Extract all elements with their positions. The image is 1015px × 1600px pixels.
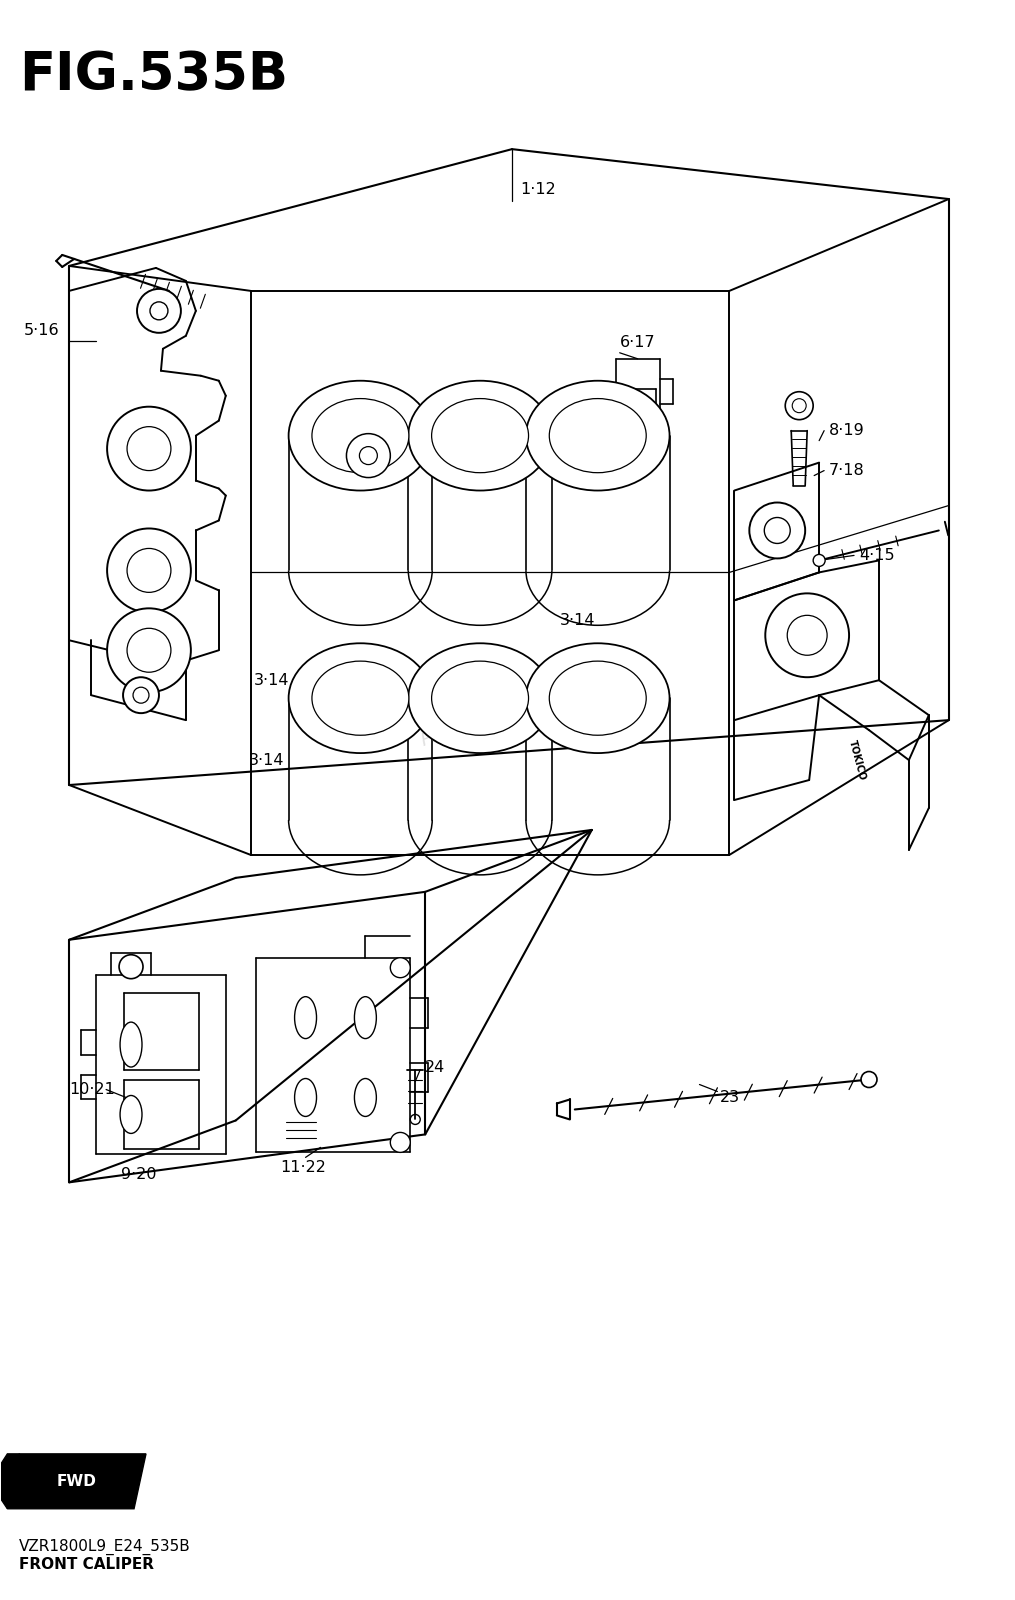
Text: FWD: FWD [56,1474,96,1490]
Ellipse shape [549,661,647,736]
Ellipse shape [120,1096,142,1133]
Circle shape [150,302,167,320]
Text: 4·15: 4·15 [859,547,894,563]
Text: FIG.535B: FIG.535B [19,50,288,101]
Text: 5·16: 5·16 [23,323,59,338]
Circle shape [391,958,410,978]
Ellipse shape [354,1078,377,1117]
Text: 6·17: 6·17 [620,336,656,350]
Ellipse shape [408,643,552,754]
Text: 1·12: 1·12 [520,181,556,197]
Circle shape [765,594,850,677]
Text: FRONT CALIPER: FRONT CALIPER [19,1557,154,1571]
Circle shape [108,528,191,613]
Text: VZR1800L9_E24_535B: VZR1800L9_E24_535B [19,1539,191,1555]
Circle shape [119,955,143,979]
Circle shape [123,677,159,714]
Ellipse shape [408,381,552,491]
Text: 3·14: 3·14 [254,672,289,688]
Ellipse shape [312,398,409,472]
Ellipse shape [526,381,670,491]
Text: 7·18: 7·18 [829,462,865,478]
Text: 10·21: 10·21 [69,1082,115,1098]
Ellipse shape [120,1022,142,1067]
Circle shape [127,427,171,470]
Text: 3·14: 3·14 [309,448,344,462]
Ellipse shape [549,398,647,472]
Circle shape [108,608,191,693]
Circle shape [764,517,791,544]
Polygon shape [0,1454,19,1509]
Ellipse shape [294,1078,317,1117]
Circle shape [108,406,191,491]
Circle shape [127,549,171,592]
Circle shape [127,629,171,672]
Text: 8·19: 8·19 [829,422,865,438]
Circle shape [391,1133,410,1152]
Circle shape [813,555,825,566]
Circle shape [137,290,181,333]
Text: 3·14: 3·14 [560,613,596,627]
Ellipse shape [294,997,317,1038]
Circle shape [788,616,827,656]
Ellipse shape [312,661,409,736]
Text: 24: 24 [425,1061,446,1075]
Polygon shape [7,1454,146,1509]
Circle shape [793,398,806,413]
Text: 3·14: 3·14 [309,398,344,413]
Circle shape [749,502,805,558]
Ellipse shape [526,643,670,754]
Text: 9·20: 9·20 [121,1166,156,1182]
Text: 23: 23 [720,1090,740,1106]
Ellipse shape [354,997,377,1038]
Text: PartsRepublik: PartsRepublik [419,691,541,750]
Circle shape [786,392,813,419]
Text: 3·14: 3·14 [249,752,284,768]
Text: 2·13: 2·13 [441,434,476,448]
Circle shape [359,446,378,464]
Circle shape [346,434,391,477]
Ellipse shape [431,661,529,736]
Text: 11·22: 11·22 [280,1160,327,1174]
Ellipse shape [288,381,432,491]
Circle shape [861,1072,877,1088]
Ellipse shape [288,643,432,754]
Ellipse shape [431,398,529,472]
Text: TOKICO: TOKICO [847,739,867,781]
Circle shape [410,1115,420,1125]
